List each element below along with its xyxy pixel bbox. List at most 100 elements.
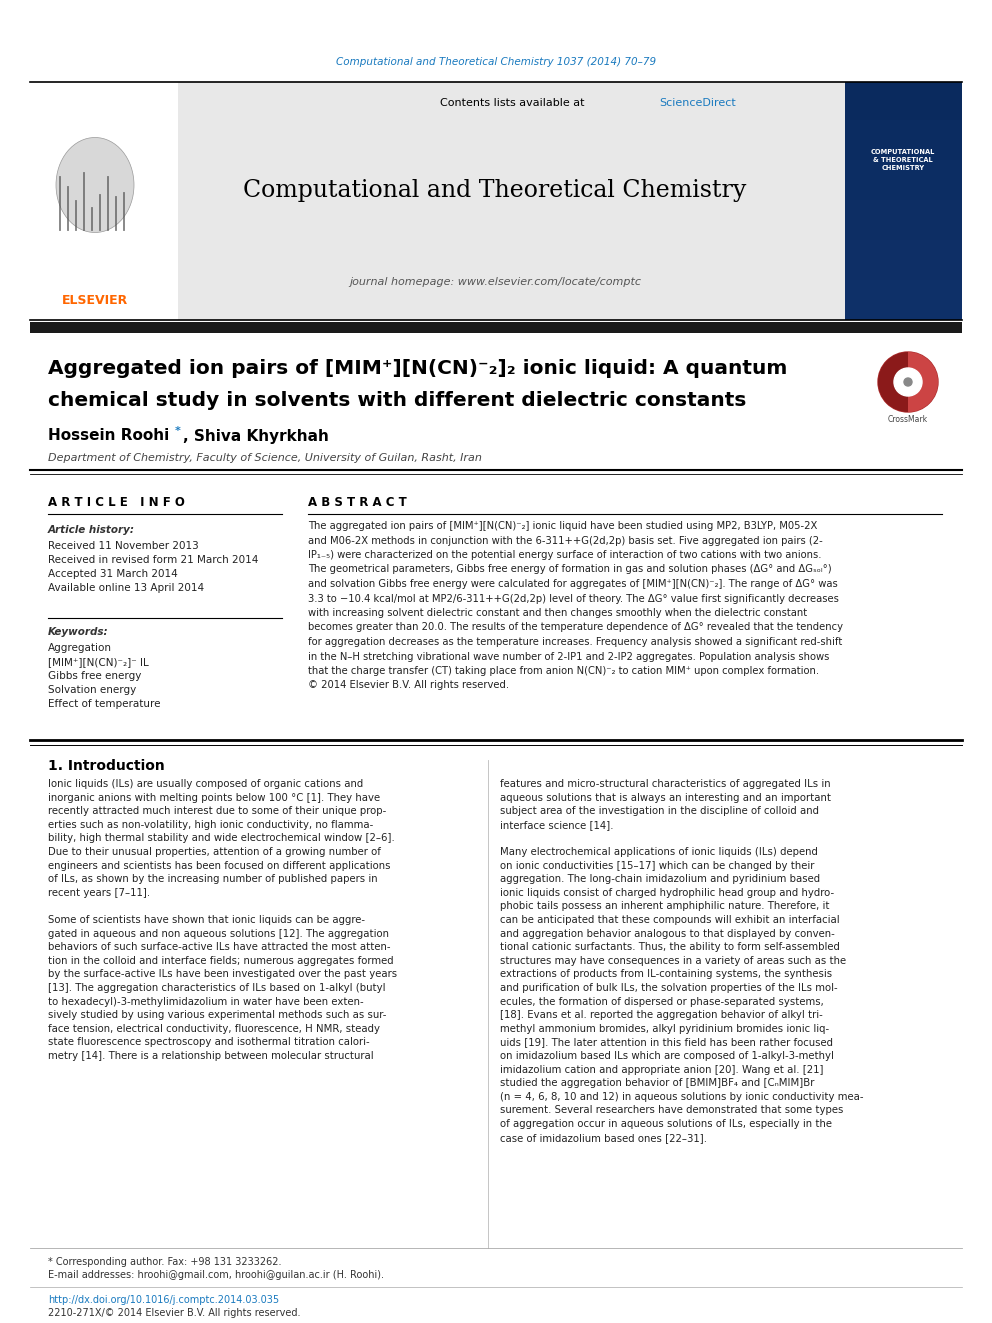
Text: tional cationic surfactants. Thus, the ability to form self-assembled: tional cationic surfactants. Thus, the a… [500,942,840,953]
Text: Gibbs free energy: Gibbs free energy [48,671,142,681]
Text: aqueous solutions that is always an interesting and an important: aqueous solutions that is always an inte… [500,792,831,803]
Bar [845,120,962,160]
Text: http://dx.doi.org/10.1016/j.comptc.2014.03.035: http://dx.doi.org/10.1016/j.comptc.2014.… [48,1295,279,1304]
Text: bility, high thermal stability and wide electrochemical window [2–6].: bility, high thermal stability and wide … [48,833,395,843]
Text: [13]. The aggregation characteristics of ILs based on 1-alkyl (butyl: [13]. The aggregation characteristics of… [48,983,386,994]
Text: chemical study in solvents with different dielectric constants: chemical study in solvents with differen… [48,390,746,410]
Text: COMPUTATIONAL
& THEORETICAL
CHEMISTRY: COMPUTATIONAL & THEORETICAL CHEMISTRY [871,149,935,171]
Text: that the charge transfer (CT) taking place from anion N(CN)⁻₂ to cation MIM⁺ upo: that the charge transfer (CT) taking pla… [308,665,819,676]
Text: behaviors of such surface-active ILs have attracted the most atten-: behaviors of such surface-active ILs hav… [48,942,391,953]
Text: and M06-2X methods in conjunction with the 6-311++G(2d,2p) basis set. Five aggre: and M06-2X methods in conjunction with t… [308,536,822,545]
Circle shape [878,352,938,411]
Text: Effect of temperature: Effect of temperature [48,699,161,709]
Text: sively studied by using various experimental methods such as sur-: sively studied by using various experime… [48,1011,386,1020]
Bar [30,82,962,320]
Text: recently attracted much interest due to some of their unique prop-: recently attracted much interest due to … [48,806,386,816]
Bar [845,280,962,320]
Text: can be anticipated that these compounds will exhibit an interfacial: can be anticipated that these compounds … [500,916,839,925]
Text: and solvation Gibbs free energy were calculated for aggregates of [MIM⁺][N(CN)⁻₂: and solvation Gibbs free energy were cal… [308,579,838,589]
Text: ecules, the formation of dispersed or phase-separated systems,: ecules, the formation of dispersed or ph… [500,996,823,1007]
Text: case of imidazolium based ones [22–31].: case of imidazolium based ones [22–31]. [500,1132,707,1143]
Ellipse shape [56,138,134,233]
Text: A R T I C L E   I N F O: A R T I C L E I N F O [48,496,185,508]
Text: Contents lists available at: Contents lists available at [440,98,588,108]
Circle shape [894,368,922,396]
Text: on ionic conductivities [15–17] which can be changed by their: on ionic conductivities [15–17] which ca… [500,860,814,871]
Circle shape [904,378,912,386]
Text: face tension, electrical conductivity, fluorescence, H NMR, steady: face tension, electrical conductivity, f… [48,1024,380,1033]
Text: 1. Introduction: 1. Introduction [48,759,165,773]
Text: extractions of products from IL-containing systems, the synthesis: extractions of products from IL-containi… [500,970,832,979]
Text: on imidazolium based ILs which are composed of 1-alkyl-3-methyl: on imidazolium based ILs which are compo… [500,1050,834,1061]
Text: and aggregation behavior analogous to that displayed by conven-: and aggregation behavior analogous to th… [500,929,834,938]
Text: interface science [14].: interface science [14]. [500,820,613,830]
Text: with increasing solvent dielectric constant and then changes smoothly when the d: with increasing solvent dielectric const… [308,609,807,618]
Text: surement. Several researchers have demonstrated that some types: surement. Several researchers have demon… [500,1106,843,1115]
Text: Solvation energy: Solvation energy [48,685,136,695]
Text: IP₁₋₅) were characterized on the potential energy surface of interaction of two : IP₁₋₅) were characterized on the potenti… [308,550,821,560]
Text: aggregation. The long-chain imidazolium and pyridinium based: aggregation. The long-chain imidazolium … [500,875,820,884]
Text: Received 11 November 2013: Received 11 November 2013 [48,541,198,550]
Text: Many electrochemical applications of ionic liquids (ILs) depend: Many electrochemical applications of ion… [500,847,817,857]
Bar [845,239,962,280]
Text: by the surface-active ILs have been investigated over the past years: by the surface-active ILs have been inve… [48,970,397,979]
Text: Article history:: Article history: [48,525,135,534]
Text: *: * [175,426,181,437]
Text: Ionic liquids (ILs) are usually composed of organic cations and: Ionic liquids (ILs) are usually composed… [48,779,363,789]
Text: The aggregated ion pairs of [MIM⁺][N(CN)⁻₂] ionic liquid have been studied using: The aggregated ion pairs of [MIM⁺][N(CN)… [308,521,817,531]
Text: Department of Chemistry, Faculty of Science, University of Guilan, Rasht, Iran: Department of Chemistry, Faculty of Scie… [48,452,482,463]
Text: Keywords:: Keywords: [48,627,109,636]
Text: Computational and Theoretical Chemistry 1037 (2014) 70–79: Computational and Theoretical Chemistry … [336,57,656,67]
Text: Some of scientists have shown that ionic liquids can be aggre-: Some of scientists have shown that ionic… [48,916,365,925]
Text: of aggregation occur in aqueous solutions of ILs, especially in the: of aggregation occur in aqueous solution… [500,1119,832,1129]
Text: inorganic anions with melting points below 100 °C [1]. They have: inorganic anions with melting points bel… [48,792,380,803]
Text: recent years [7–11].: recent years [7–11]. [48,888,150,898]
Text: ScienceDirect: ScienceDirect [659,98,736,108]
Text: to hexadecyl)-3-methylimidazolium in water have been exten-: to hexadecyl)-3-methylimidazolium in wat… [48,996,364,1007]
Text: imidazolium cation and appropriate anion [20]. Wang et al. [21]: imidazolium cation and appropriate anion… [500,1065,823,1074]
Text: for aggregation decreases as the temperature increases. Frequency analysis showe: for aggregation decreases as the tempera… [308,636,842,647]
Bar [30,321,962,333]
Text: Computational and Theoretical Chemistry: Computational and Theoretical Chemistry [243,179,747,201]
Text: uids [19]. The later attention in this field has been rather focused: uids [19]. The later attention in this f… [500,1037,833,1048]
Text: [MIM⁺][N(CN)⁻₂]⁻ IL: [MIM⁺][N(CN)⁻₂]⁻ IL [48,658,149,667]
Text: A B S T R A C T: A B S T R A C T [308,496,407,508]
Text: and purification of bulk ILs, the solvation properties of the ILs mol-: and purification of bulk ILs, the solvat… [500,983,837,994]
Text: * Corresponding author. Fax: +98 131 3233262.: * Corresponding author. Fax: +98 131 323… [48,1257,282,1267]
Text: Received in revised form 21 March 2014: Received in revised form 21 March 2014 [48,556,258,565]
Text: journal homepage: www.elsevier.com/locate/comptc: journal homepage: www.elsevier.com/locat… [349,277,641,287]
Text: methyl ammonium bromides, alkyl pyridinium bromides ionic liq-: methyl ammonium bromides, alkyl pyridini… [500,1024,829,1033]
Text: 3.3 to −10.4 kcal/mol at MP2/6-311++G(2d,2p) level of theory. The ΔG° value firs: 3.3 to −10.4 kcal/mol at MP2/6-311++G(2d… [308,594,839,603]
Text: Aggregation: Aggregation [48,643,112,654]
Text: structures may have consequences in a variety of areas such as the: structures may have consequences in a va… [500,955,846,966]
Text: tion in the colloid and interface fields; numerous aggregates formed: tion in the colloid and interface fields… [48,955,394,966]
Text: studied the aggregation behavior of [BMIM]BF₄ and [CₙMIM]Br: studied the aggregation behavior of [BMI… [500,1078,814,1089]
Wedge shape [878,352,908,411]
Bar [845,82,962,320]
Text: in the N–H stretching vibrational wave number of 2-IP1 and 2-IP2 aggregates. Pop: in the N–H stretching vibrational wave n… [308,651,829,662]
Text: ionic liquids consist of charged hydrophilic head group and hydro-: ionic liquids consist of charged hydroph… [500,888,834,898]
Text: subject area of the investigation in the discipline of colloid and: subject area of the investigation in the… [500,806,819,816]
Text: gated in aqueous and non aqueous solutions [12]. The aggregation: gated in aqueous and non aqueous solutio… [48,929,389,938]
Text: ELSEVIER: ELSEVIER [62,294,128,307]
Text: phobic tails possess an inherent amphiphilic nature. Therefore, it: phobic tails possess an inherent amphiph… [500,901,829,912]
Text: (n = 4, 6, 8, 10 and 12) in aqueous solutions by ionic conductivity mea-: (n = 4, 6, 8, 10 and 12) in aqueous solu… [500,1091,863,1102]
Text: features and micro-structural characteristics of aggregated ILs in: features and micro-structural characteri… [500,779,830,789]
Bar [30,82,178,320]
Text: © 2014 Elsevier B.V. All rights reserved.: © 2014 Elsevier B.V. All rights reserved… [308,680,509,691]
Text: , Shiva Khyrkhah: , Shiva Khyrkhah [183,429,329,443]
Wedge shape [908,352,938,411]
Text: Accepted 31 March 2014: Accepted 31 March 2014 [48,569,178,579]
Text: becomes greater than 20.0. The results of the temperature dependence of ΔG° reve: becomes greater than 20.0. The results o… [308,623,843,632]
Bar [845,200,962,239]
Text: Aggregated ion pairs of [MIM⁺][N(CN)⁻₂]₂ ionic liquid: A quantum: Aggregated ion pairs of [MIM⁺][N(CN)⁻₂]₂… [48,359,788,377]
Text: [18]. Evans et al. reported the aggregation behavior of alkyl tri-: [18]. Evans et al. reported the aggregat… [500,1011,822,1020]
Text: Due to their unusual properties, attention of a growing number of: Due to their unusual properties, attenti… [48,847,381,857]
Text: Available online 13 April 2014: Available online 13 April 2014 [48,583,204,593]
Text: The geometrical parameters, Gibbs free energy of formation in gas and solution p: The geometrical parameters, Gibbs free e… [308,565,831,574]
Text: metry [14]. There is a relationship between molecular structural: metry [14]. There is a relationship betw… [48,1050,374,1061]
Text: erties such as non-volatility, high ionic conductivity, no flamma-: erties such as non-volatility, high ioni… [48,820,373,830]
Text: 2210-271X/© 2014 Elsevier B.V. All rights reserved.: 2210-271X/© 2014 Elsevier B.V. All right… [48,1308,301,1318]
Text: Hossein Roohi: Hossein Roohi [48,429,170,443]
Text: engineers and scientists has been focused on different applications: engineers and scientists has been focuse… [48,860,391,871]
